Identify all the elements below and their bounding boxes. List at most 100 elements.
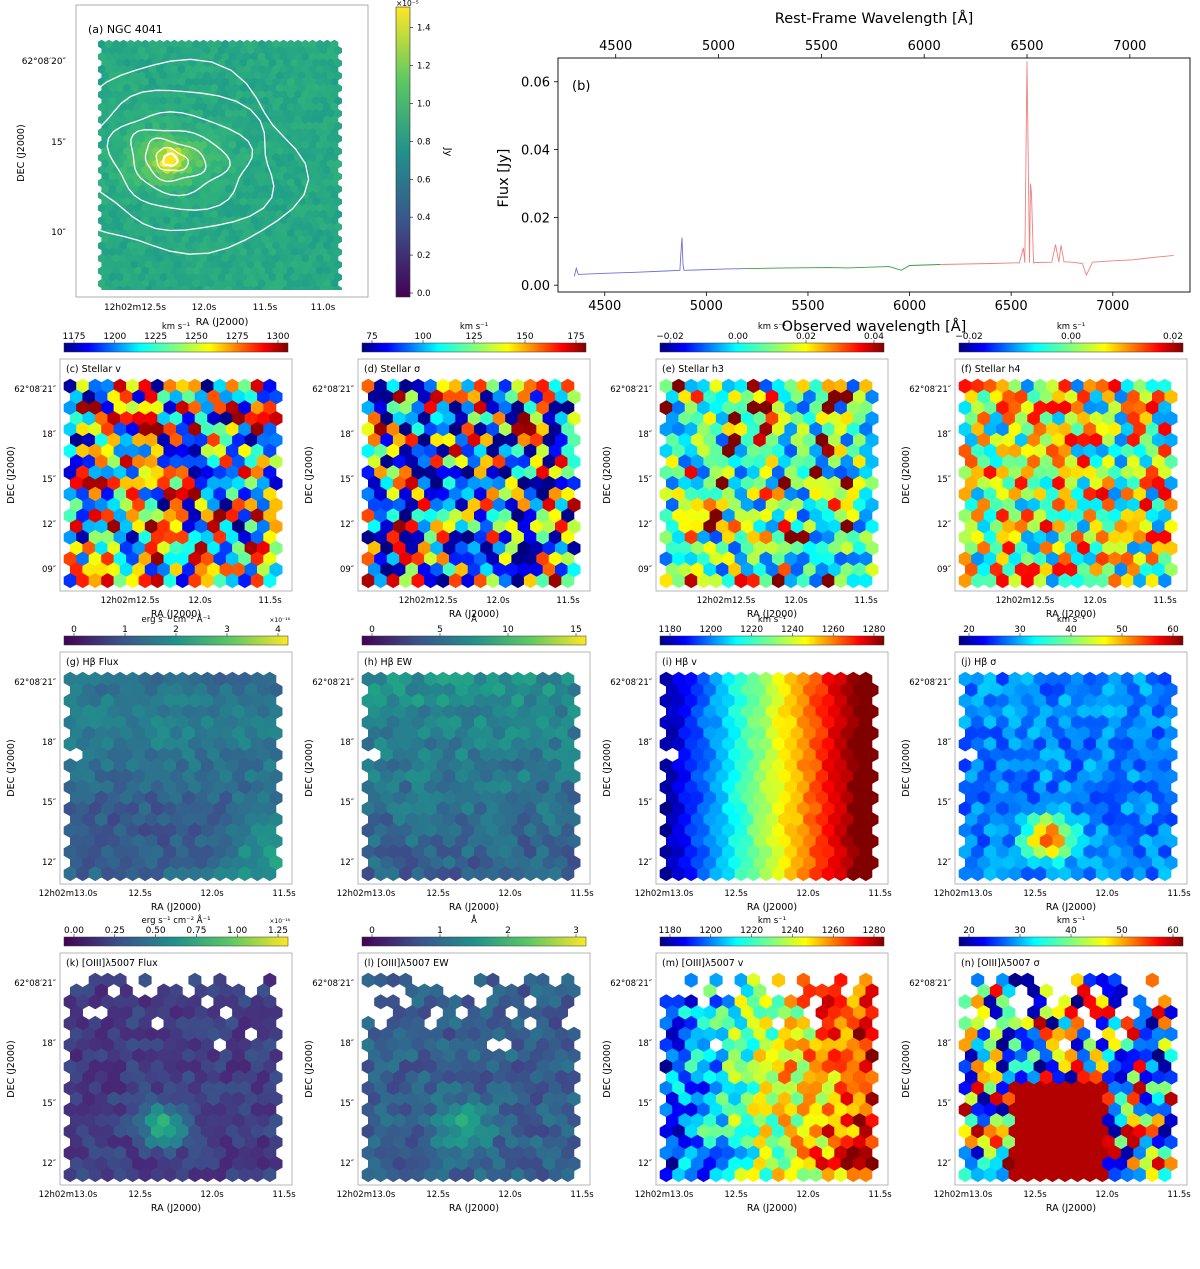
panel-d-xtick-label: 12.0s (486, 596, 510, 606)
panel-k-colorbar-ticklabel: 1.00 (227, 926, 247, 936)
panel-k-colorbar-ticklabel: 0.25 (105, 926, 125, 936)
panel-b-xtick-label: 5500 (791, 299, 824, 314)
panel-a-map-cell (290, 96, 299, 106)
panel-e-xtick-label: 11.5s (854, 596, 878, 606)
panel-a-map-cell (206, 77, 215, 87)
panel-l-colorbar (361, 936, 587, 947)
panel-a-map-cell (265, 40, 273, 49)
panel-a-map-cell (126, 90, 135, 100)
panel-a-map-cell (137, 109, 146, 118)
panel-a-map-cell (119, 77, 128, 87)
panel-a-map-cell (137, 209, 146, 219)
panel-a-map-cell (101, 146, 110, 156)
panel-f-xtick-label: 12.0s (1083, 596, 1107, 606)
panel-a-map-cell (217, 184, 226, 194)
panel-a-map-cell (112, 241, 121, 251)
panel-a-map-cell (105, 64, 113, 74)
panel-a-map-cell (290, 222, 299, 232)
panel-a-map-cell (123, 172, 131, 181)
panel-a-map-cell (101, 109, 110, 118)
panel-a-map-cell (305, 121, 313, 131)
panel-a-map-cell (119, 190, 128, 200)
panel-a-map-cell (126, 241, 135, 251)
panel-a-map-cell (312, 247, 321, 257)
panel-a-map-cell (214, 52, 222, 62)
panel-l-ytick-label: 18″ (340, 1039, 354, 1049)
panel-a-map-cell (319, 96, 328, 106)
panel-a-colorbar-label: Jy (442, 147, 453, 157)
panel-f-colorbar-title: km s⁻¹ (1057, 322, 1085, 332)
panel-i-colorbar-title: km s⁻¹ (758, 615, 786, 625)
panel-a-map-cell (283, 222, 291, 232)
panel-a-map-cell (297, 71, 306, 81)
panel-j-colorbar-ticklabel: 60 (1167, 625, 1179, 635)
panel-k-label: (k) [OIII]λ5007 Flux (66, 958, 158, 969)
panel-a-map-cell (221, 165, 230, 175)
panel-a-map-cell (305, 184, 313, 194)
panel-a-map-cell (301, 253, 310, 263)
panel-a-colorbar (395, 6, 411, 298)
panel-a-map-cell (312, 58, 321, 68)
panel-a-map-cell (119, 216, 128, 226)
panel-a-map-cell (126, 165, 135, 175)
panel-a-map-cell (232, 222, 241, 232)
panel-a-xlabel: RA (J2000) (196, 317, 249, 328)
panel-a-map-cell (232, 58, 241, 68)
panel-l-colorbar-title: Å (471, 914, 477, 926)
panel-a-map-cell (305, 109, 313, 118)
panel-a-map-cell (239, 109, 248, 118)
panel-a-map-cell (323, 241, 331, 251)
panel-a-map-cell (334, 247, 342, 257)
panel-a-map-cell (101, 172, 110, 181)
panel-a-map-cell (243, 203, 251, 213)
panel-a-map-cell (119, 102, 128, 112)
panel-a-map-cell (290, 235, 299, 244)
panel-a-map-cell (214, 77, 222, 87)
panel-a-map-cell (239, 96, 248, 106)
panel-a-map-cell (319, 134, 328, 144)
panel-d-colorbar-ticklabel: 125 (465, 332, 482, 342)
panel-a-map-cell (239, 209, 248, 219)
panel-a-map-cell (312, 83, 321, 93)
panel-a-map-cell (261, 184, 270, 194)
panel-a-map-cell (257, 253, 266, 263)
panel-a-map-cell (254, 71, 262, 81)
panel-a-map-cell (268, 159, 277, 169)
panel-a-map-cell (210, 222, 219, 232)
panel-a-map-cell (297, 96, 306, 106)
panel-a-map-cell (305, 159, 313, 169)
panel-a-map-cell (188, 58, 197, 68)
panel-a-map-cell (206, 64, 215, 74)
panel-a-map-cell (326, 146, 335, 156)
panel-m-colorbar-ticklabel: 1200 (699, 926, 722, 936)
panel-a-map-cell (286, 40, 295, 49)
panel-a-map-cell (257, 190, 266, 200)
panel-a-map-cell (130, 96, 139, 106)
panel-a-map-cell (257, 52, 266, 62)
panel-a-map-cell (181, 260, 190, 270)
panel-a-map-cell (283, 172, 291, 181)
panel-a-map-cell (108, 146, 117, 156)
panel-a-map-cell (141, 165, 150, 175)
panel-d-colorbar-ticklabel: 75 (366, 332, 377, 342)
panel-a-map-cell (236, 52, 244, 62)
panel-a-map-cell (294, 90, 302, 100)
panel-j-ylabel: DEC (J2000) (901, 739, 912, 796)
panel-a-map-cell (101, 235, 110, 244)
panel-h-colorbar-ticklabel: 5 (437, 625, 443, 635)
panel-a-ytick-2: 15″ (51, 138, 66, 148)
panel-i-xtick-label: 12.0s (796, 889, 820, 899)
panel-a-map-cell (294, 178, 302, 188)
panel-g-colorbar-ticklabel: 4 (275, 625, 281, 635)
panel-a-map-cell (137, 159, 146, 169)
panel-a-map-cell (134, 40, 142, 49)
panel-a-map-cell (228, 102, 237, 112)
panel-a-map-cell (308, 77, 317, 87)
panel-a-map-cell (290, 121, 299, 131)
panel-a-map-cell (137, 134, 146, 144)
panel-a-map-cell (250, 64, 259, 74)
panel-b-x2tick-label: 6500 (1010, 39, 1043, 54)
panel-c-ytick-label: 15″ (42, 475, 56, 485)
panel-a-map-cell (188, 134, 197, 144)
panel-a-map-cell (283, 235, 291, 244)
